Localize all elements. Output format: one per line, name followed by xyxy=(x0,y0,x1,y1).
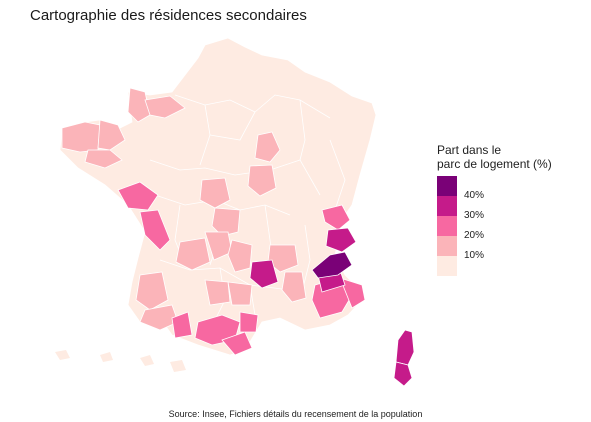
overseas-territories xyxy=(55,350,186,372)
medium-share-regions xyxy=(117,181,366,356)
map-title: Cartographie des résidences secondaires xyxy=(30,7,307,24)
region-alpes-maritimes xyxy=(339,277,366,309)
region-cotes-armor xyxy=(97,119,126,151)
legend-swatch-very-low xyxy=(437,256,457,276)
region-haute-loire xyxy=(267,244,299,273)
region-hautes-pyrenees xyxy=(171,311,193,339)
region-pyrenees-atl xyxy=(139,304,179,331)
region-manche xyxy=(127,87,151,123)
region-aude xyxy=(239,311,259,333)
region-calvados xyxy=(144,95,186,119)
region-pyrenees-orientales xyxy=(221,331,253,356)
region-dordogne xyxy=(175,237,211,271)
low-share-regions xyxy=(61,87,307,331)
region-creuse xyxy=(211,207,241,237)
source-note: Source: Insee, Fichiers détails du recen… xyxy=(168,409,423,419)
legend-title-line-2: parc de logement (%) xyxy=(437,157,552,171)
region-centre-1 xyxy=(254,131,281,163)
region-savoie xyxy=(321,204,351,231)
region-cantal xyxy=(227,239,253,273)
region-tarn xyxy=(227,281,253,306)
region-vendee xyxy=(117,181,159,211)
legend-label-30: 30% xyxy=(464,210,485,221)
region-hautes-alpes xyxy=(311,251,353,279)
region-centre-2 xyxy=(247,164,277,197)
region-limousin xyxy=(199,177,231,209)
legend-title-line-1: Part dans le xyxy=(437,143,502,157)
region-ardeche xyxy=(281,271,307,303)
corsica xyxy=(393,329,415,387)
legend-label-10: 10% xyxy=(464,250,485,261)
haute-corse xyxy=(395,329,415,366)
corse-du-sud xyxy=(393,361,413,387)
legend-swatch-low xyxy=(437,236,457,256)
region-lozere xyxy=(249,259,279,289)
legend-label-20: 20% xyxy=(464,230,485,241)
region-morbihan xyxy=(84,149,123,169)
legend-swatch-medium xyxy=(437,216,457,236)
region-charente-maritime xyxy=(139,209,171,251)
legend-label-40: 40% xyxy=(464,190,485,201)
legend: 40% 30% 20% 10% xyxy=(437,176,484,276)
region-landes xyxy=(135,271,169,311)
legend-swatch-high xyxy=(437,196,457,216)
region-finistere xyxy=(61,121,101,153)
legend-swatch-very-high xyxy=(437,176,457,196)
region-haute-savoie xyxy=(325,227,357,253)
legend-title: Part dans le parc de logement (%) xyxy=(437,143,587,171)
region-gers xyxy=(204,279,231,306)
